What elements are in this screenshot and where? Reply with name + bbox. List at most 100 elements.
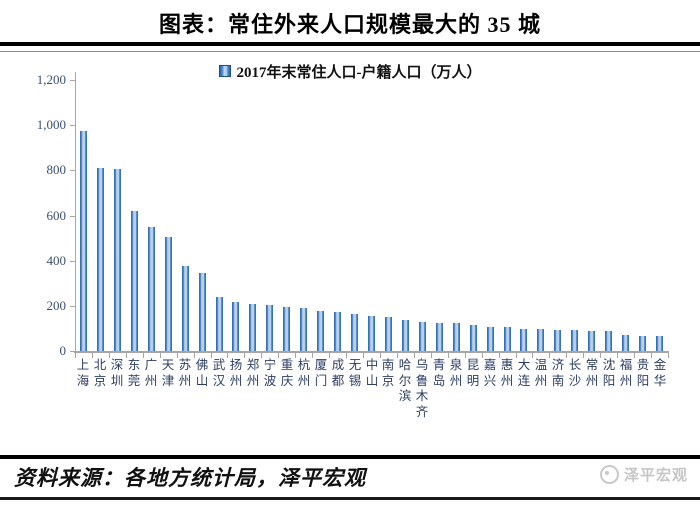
bar-无锡 (351, 314, 358, 351)
title-divider-thin (0, 51, 700, 52)
x-axis-label-常州: 常州 (585, 358, 599, 388)
x-axis-tick (194, 353, 195, 358)
x-axis-tick (329, 353, 330, 358)
bar-昆明 (470, 325, 477, 351)
x-axis-label-苏州: 苏州 (178, 358, 192, 388)
bar-南京 (385, 317, 392, 351)
bar-泉州 (453, 323, 460, 351)
bar-青岛 (436, 323, 443, 351)
x-axis-tick (600, 353, 601, 358)
bar-沈阳 (605, 331, 612, 351)
bar-嘉兴 (487, 327, 494, 351)
x-axis-tick (414, 353, 415, 358)
x-axis-label-南京: 南京 (381, 358, 395, 388)
x-axis-label-佛山: 佛山 (195, 358, 209, 388)
bar-宁波 (266, 305, 273, 351)
x-axis-label-金华: 金华 (653, 358, 667, 388)
x-axis-tick (75, 353, 76, 358)
x-axis-label-大连: 大连 (517, 358, 531, 388)
x-axis-label-扬州: 扬州 (229, 358, 243, 388)
bar-武汉 (216, 297, 223, 351)
bar-乌鲁木齐 (419, 322, 426, 351)
x-axis-tick (143, 353, 144, 358)
y-axis-tick (70, 125, 75, 126)
x-axis-tick (465, 353, 466, 358)
y-axis-tick-label: 800 (46, 162, 67, 177)
x-axis-tick (261, 353, 262, 358)
x-axis-label-济南: 济南 (551, 358, 565, 388)
bottom-border (0, 497, 700, 500)
x-axis-tick (380, 353, 381, 358)
chart-legend: 2017年末常住人口-户籍人口（万人） (0, 61, 700, 81)
y-axis-line (75, 72, 76, 353)
x-axis-tick (109, 353, 110, 358)
x-axis-tick (92, 353, 93, 358)
bar-大连 (520, 329, 527, 351)
x-axis-label-深圳: 深圳 (110, 358, 124, 388)
x-axis-label-厦门: 厦门 (314, 358, 328, 388)
x-axis-tick (363, 353, 364, 358)
y-axis-tick-label: 600 (46, 208, 67, 223)
y-axis-tick (70, 170, 75, 171)
bar-东莞 (131, 211, 138, 351)
x-axis-tick (651, 353, 652, 358)
x-axis-label-福州: 福州 (619, 358, 633, 388)
x-axis-tick (532, 353, 533, 358)
watermark: 泽平宏观 (599, 464, 688, 485)
y-axis-tick (70, 351, 75, 352)
x-axis-tick (126, 353, 127, 358)
x-axis-label-东莞: 东莞 (127, 358, 141, 388)
x-axis-label-无锡: 无锡 (348, 358, 362, 388)
x-axis-label-昆明: 昆明 (466, 358, 480, 388)
bar-济南 (554, 330, 561, 351)
x-axis-tick (431, 353, 432, 358)
x-axis-tick (312, 353, 313, 358)
legend-swatch-icon (218, 65, 231, 77)
x-axis-label-惠州: 惠州 (500, 358, 514, 388)
bar-贵阳 (639, 336, 646, 351)
x-axis-tick (278, 353, 279, 358)
x-axis-label-上海: 上海 (76, 358, 90, 388)
y-axis-tick-label: 0 (59, 343, 67, 358)
y-axis-tick-label: 1,000 (36, 117, 66, 132)
y-axis-tick (70, 216, 75, 217)
x-axis-label-嘉兴: 嘉兴 (483, 358, 497, 388)
x-axis-tick (244, 353, 245, 358)
bar-中山 (368, 316, 375, 351)
x-axis-tick (499, 353, 500, 358)
x-axis-tick (227, 353, 228, 358)
y-axis-tick-label: 200 (46, 298, 67, 313)
bar-哈尔滨 (402, 320, 409, 351)
x-axis-tick (211, 353, 212, 358)
x-axis-label-中山: 中山 (365, 358, 379, 388)
x-axis-tick (617, 353, 618, 358)
x-axis-label-贵阳: 贵阳 (636, 358, 650, 388)
x-axis-tick (566, 353, 567, 358)
x-axis-tick (634, 353, 635, 358)
x-axis-tick (583, 353, 584, 358)
bar-常州 (588, 331, 595, 351)
bar-上海 (80, 131, 87, 351)
x-axis-tick (448, 353, 449, 358)
bar-北京 (97, 168, 104, 351)
x-axis-tick (549, 353, 550, 358)
x-axis-label-武汉: 武汉 (212, 358, 226, 388)
chart-title: 图表：常住外来人口规模最大的 35 城 (158, 12, 541, 37)
bar-厦门 (317, 311, 324, 351)
bar-扬州 (232, 302, 239, 351)
x-axis-tick (516, 353, 517, 358)
x-axis-label-郑州: 郑州 (246, 358, 260, 388)
x-axis-label-泉州: 泉州 (449, 358, 463, 388)
x-axis-tick (668, 353, 669, 358)
x-axis-label-温州: 温州 (534, 358, 548, 388)
bar-惠州 (504, 327, 511, 351)
bar-成都 (334, 312, 341, 351)
bar-长沙 (571, 330, 578, 351)
x-axis-label-北京: 北京 (93, 358, 107, 388)
bar-温州 (537, 329, 544, 351)
x-axis-label-宁波: 宁波 (263, 358, 277, 388)
bar-郑州 (249, 304, 256, 351)
bar-福州 (622, 335, 629, 351)
x-axis-line (74, 351, 669, 353)
